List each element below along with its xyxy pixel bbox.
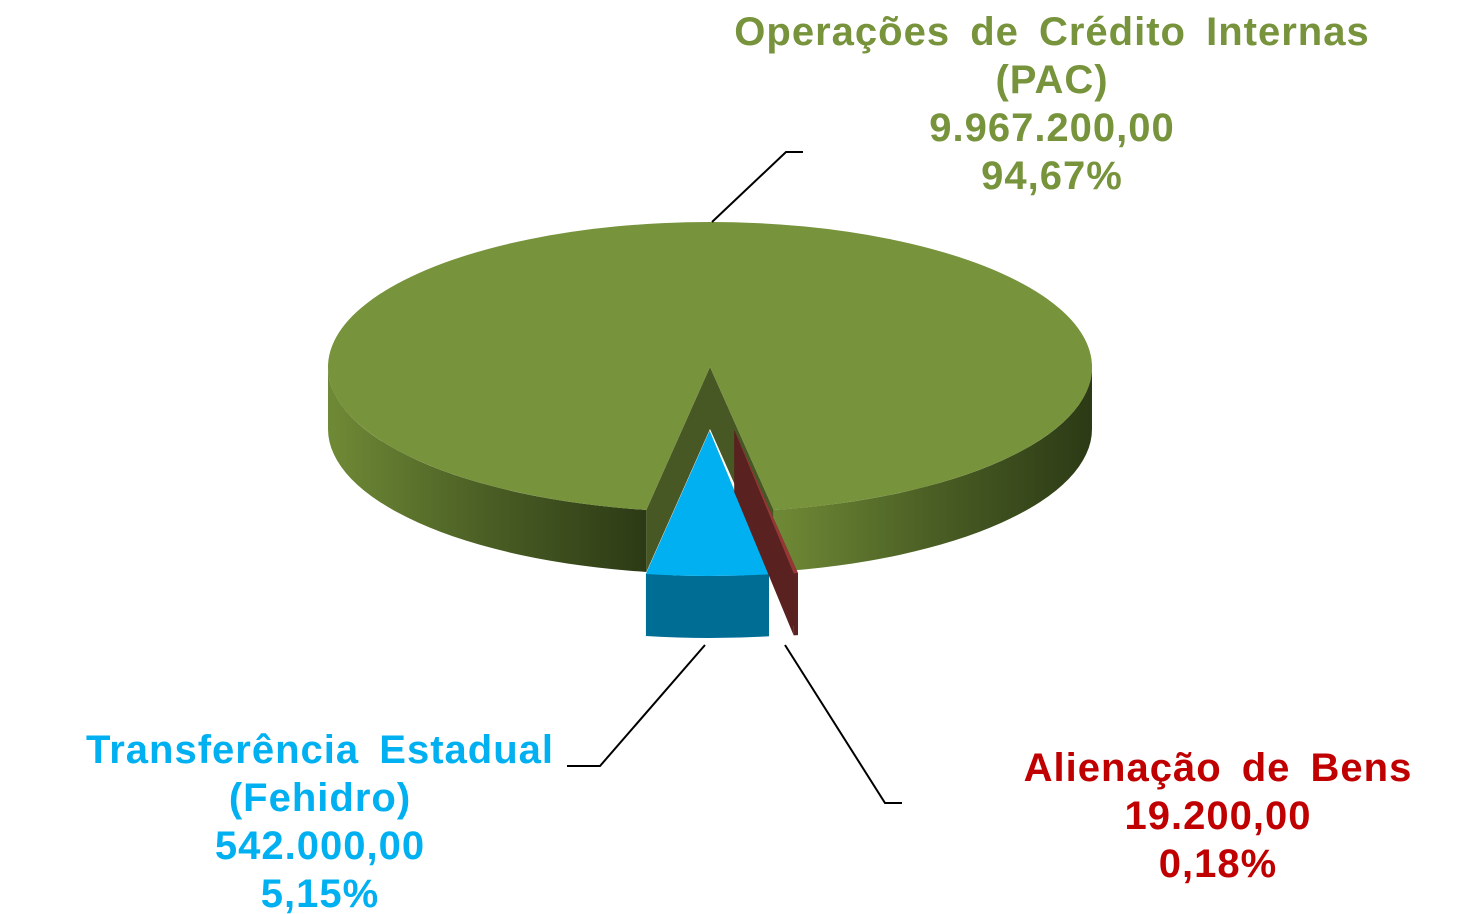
- slice-percent: 5,15%: [260, 872, 380, 914]
- slice-wall: [646, 367, 710, 572]
- slice-value: 19.200,00: [1124, 794, 1312, 838]
- slice-percent: 0,18%: [1158, 842, 1278, 886]
- slice-name: Operações de Crédito Internas (PAC): [734, 10, 1370, 102]
- leader-line: [711, 151, 803, 223]
- leader-line: [567, 644, 706, 767]
- slice-top: [328, 221, 1093, 510]
- leader-line: [784, 644, 902, 804]
- slice-top: [645, 430, 769, 576]
- slice-label: Alienação de Bens 19.200,00 0,18%: [960, 744, 1464, 888]
- slice-name: Alienação de Bens: [1023, 746, 1413, 790]
- slice-side: [773, 367, 1092, 572]
- slice-label: Operações de Crédito Internas (PAC) 9.967…: [640, 8, 1464, 200]
- slice-side: [328, 367, 647, 572]
- slices: [328, 221, 1093, 638]
- slice-value: 9.967.200,00: [929, 106, 1175, 150]
- slice-side: [645, 573, 769, 638]
- slice-value: 542.000,00: [214, 824, 426, 868]
- slice-name: Transferência Estadual (Fehidro): [86, 728, 554, 820]
- slice-wall: [734, 430, 794, 636]
- slice-side: [793, 573, 798, 636]
- slice-top: [734, 430, 798, 574]
- slice-label: Transferência Estadual (Fehidro) 542.000,…: [0, 726, 640, 914]
- slice-percent: 94,67%: [981, 154, 1123, 198]
